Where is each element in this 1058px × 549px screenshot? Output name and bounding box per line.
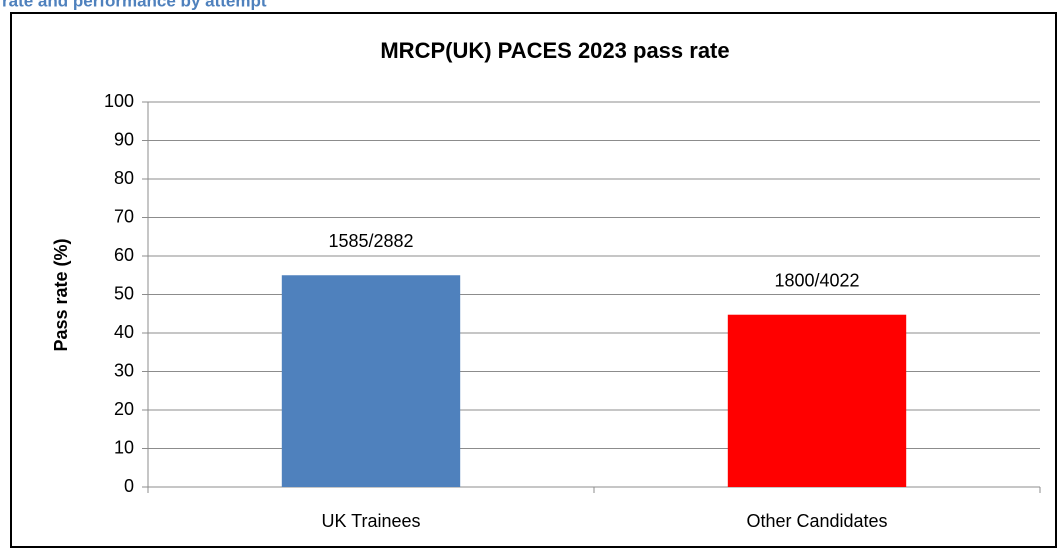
- chart-title: MRCP(UK) PACES 2023 pass rate: [380, 38, 729, 63]
- bar: [281, 275, 461, 487]
- bar: [727, 314, 907, 487]
- y-tick-label: 40: [114, 322, 134, 342]
- chart-border: [10, 12, 1057, 548]
- y-tick-label: 60: [114, 245, 134, 265]
- y-tick-label: 100: [104, 91, 134, 111]
- data-label: 1800/4022: [774, 270, 859, 290]
- page-heading: rate and performance by attempt: [2, 0, 267, 10]
- y-tick-label: 20: [114, 399, 134, 419]
- y-tick-label: 80: [114, 168, 134, 188]
- x-tick-label: UK Trainees: [321, 511, 420, 531]
- y-tick-label: 0: [124, 476, 134, 496]
- y-tick-label: 50: [114, 283, 134, 303]
- y-axis-label: Pass rate (%): [51, 238, 71, 351]
- x-tick-label: Other Candidates: [746, 511, 887, 531]
- y-tick-label: 30: [114, 360, 134, 380]
- y-tick-label: 10: [114, 437, 134, 457]
- y-tick-label: 90: [114, 129, 134, 149]
- data-label: 1585/2882: [328, 231, 413, 251]
- y-tick-label: 70: [114, 206, 134, 226]
